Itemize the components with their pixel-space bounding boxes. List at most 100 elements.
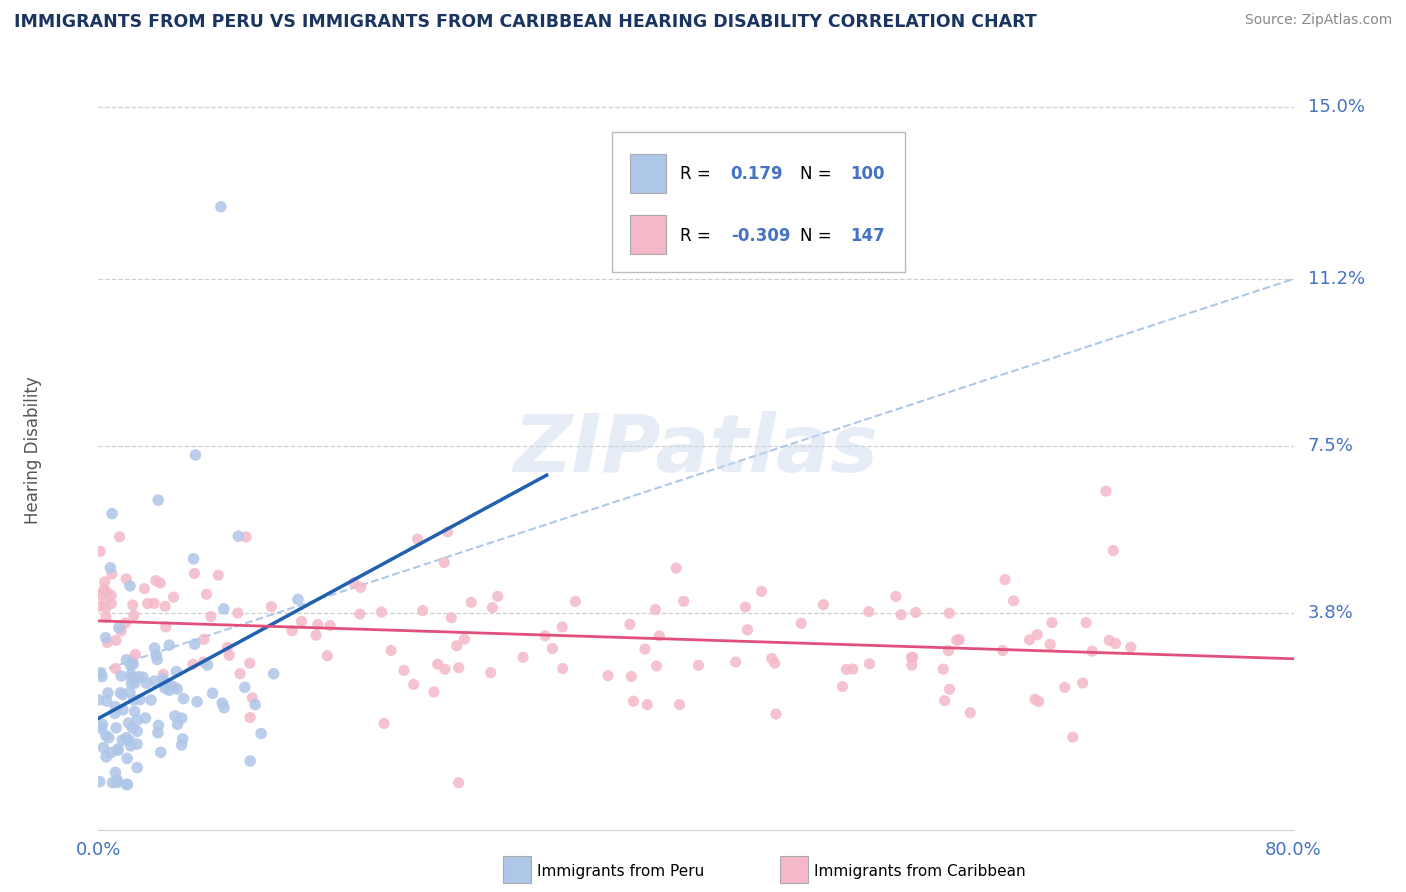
- Point: [263, 666, 285, 681]
- Point: [96, 694, 118, 708]
- Point: [392, 664, 415, 678]
- Point: [734, 600, 756, 615]
- Point: [91, 670, 114, 684]
- Point: [596, 668, 619, 682]
- Point: [157, 638, 180, 652]
- Point: [94, 610, 117, 624]
- Point: [153, 676, 176, 690]
- Point: [211, 696, 233, 710]
- Text: Immigrants from Peru: Immigrants from Peru: [537, 864, 704, 879]
- Text: Immigrants from Caribbean: Immigrants from Caribbean: [814, 864, 1026, 879]
- Point: [94, 631, 117, 645]
- Point: [146, 652, 169, 666]
- Point: [120, 676, 142, 690]
- Point: [90, 665, 112, 680]
- Point: [290, 615, 312, 629]
- Point: [155, 620, 177, 634]
- Point: [93, 740, 115, 755]
- Point: [134, 711, 156, 725]
- Point: [1081, 644, 1104, 658]
- Point: [125, 737, 148, 751]
- Point: [994, 573, 1017, 587]
- Point: [121, 672, 143, 686]
- Point: [209, 200, 232, 214]
- Point: [636, 698, 658, 712]
- Point: [157, 683, 180, 698]
- Point: [1062, 730, 1084, 744]
- Point: [945, 633, 967, 648]
- Point: [1002, 594, 1025, 608]
- Point: [115, 751, 138, 765]
- Point: [1095, 484, 1118, 499]
- Point: [193, 632, 215, 647]
- Point: [118, 579, 141, 593]
- Point: [132, 670, 155, 684]
- Point: [402, 677, 425, 691]
- Text: ZIPatlas: ZIPatlas: [513, 411, 879, 490]
- Point: [406, 532, 429, 546]
- Point: [765, 706, 787, 721]
- Point: [94, 749, 117, 764]
- Point: [101, 775, 124, 789]
- Point: [1028, 694, 1050, 708]
- Point: [287, 592, 309, 607]
- Point: [193, 655, 215, 669]
- Point: [228, 529, 250, 543]
- Point: [96, 585, 118, 599]
- Point: [145, 574, 167, 588]
- Point: [166, 717, 188, 731]
- Point: [938, 606, 960, 620]
- Text: 15.0%: 15.0%: [1308, 98, 1365, 117]
- Point: [1026, 628, 1049, 642]
- Point: [197, 658, 219, 673]
- Point: [250, 726, 273, 740]
- Point: [737, 623, 759, 637]
- Point: [110, 686, 132, 700]
- Point: [207, 568, 229, 582]
- Point: [412, 603, 434, 617]
- Point: [305, 628, 328, 642]
- Point: [111, 703, 134, 717]
- Point: [619, 617, 641, 632]
- Point: [152, 672, 174, 686]
- Point: [160, 679, 183, 693]
- Point: [93, 582, 115, 597]
- FancyBboxPatch shape: [613, 132, 905, 272]
- Point: [135, 676, 157, 690]
- Point: [124, 705, 146, 719]
- Text: 0.179: 0.179: [731, 166, 783, 184]
- Point: [623, 694, 645, 708]
- Point: [900, 650, 922, 665]
- Point: [128, 670, 150, 684]
- Point: [447, 661, 470, 675]
- Point: [124, 676, 146, 690]
- Text: 7.5%: 7.5%: [1308, 437, 1354, 455]
- Point: [170, 711, 193, 725]
- FancyBboxPatch shape: [630, 215, 666, 254]
- Point: [149, 576, 172, 591]
- Point: [105, 721, 128, 735]
- Point: [184, 448, 207, 462]
- Point: [665, 561, 688, 575]
- Point: [145, 648, 167, 662]
- Point: [153, 599, 176, 614]
- Point: [162, 590, 184, 604]
- Point: [1076, 615, 1098, 630]
- Point: [620, 669, 643, 683]
- Point: [350, 581, 373, 595]
- Point: [107, 743, 129, 757]
- Text: 3.8%: 3.8%: [1308, 604, 1354, 622]
- Point: [436, 524, 458, 539]
- Point: [233, 681, 256, 695]
- Point: [183, 566, 205, 581]
- Text: R =: R =: [681, 166, 711, 184]
- Point: [163, 680, 186, 694]
- Point: [127, 724, 149, 739]
- Point: [761, 651, 783, 665]
- Point: [479, 665, 502, 680]
- Point: [1024, 692, 1046, 706]
- Point: [89, 544, 111, 558]
- Point: [120, 667, 142, 681]
- Point: [173, 691, 195, 706]
- Point: [97, 731, 120, 745]
